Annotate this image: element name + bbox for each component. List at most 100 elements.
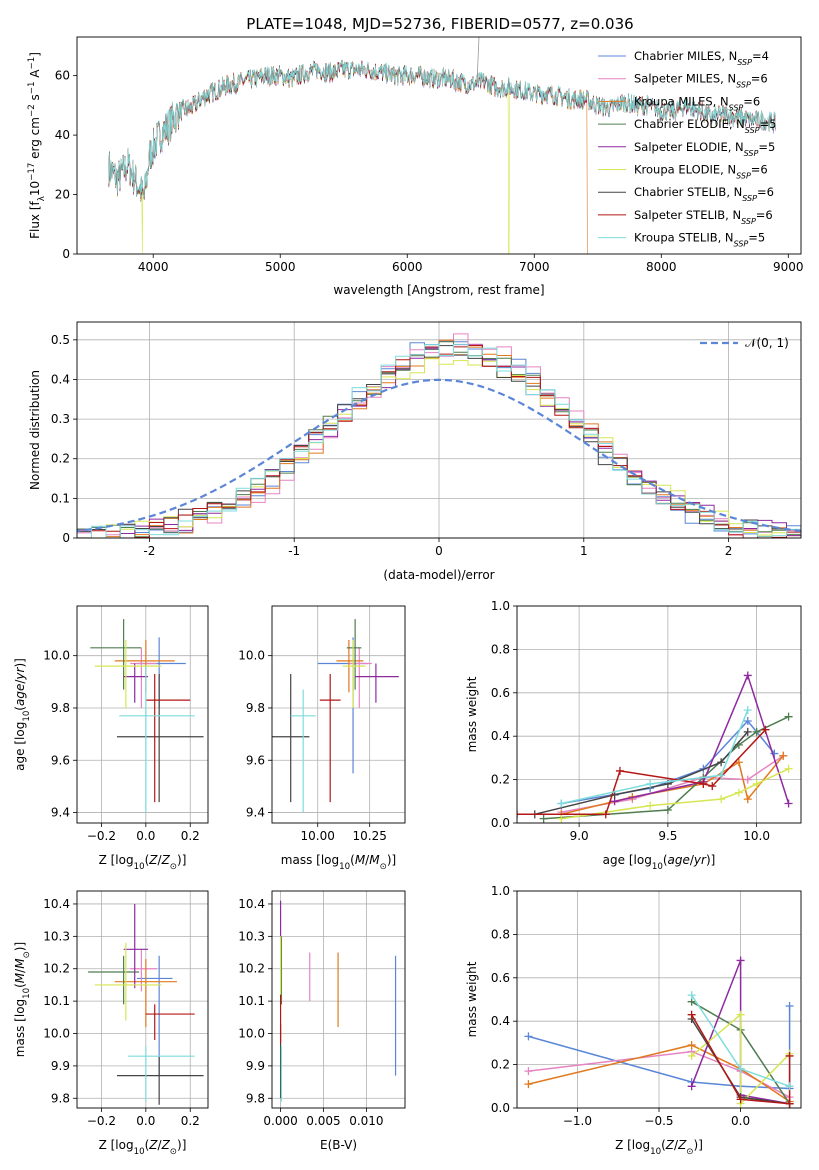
- weight-marker: [743, 795, 752, 804]
- y-tick-label: 10.0: [43, 1027, 70, 1041]
- y-tick-label: 60: [55, 69, 70, 83]
- y-tick-label: 0.6: [491, 686, 510, 700]
- y-tick-label: 10.4: [43, 897, 70, 911]
- age-vs-metallicity-panel: −0.2 0.0 0.2 9.4 9.6 9.8 10.0 Z [log10(Z/Z⊙)] ag…: [13, 605, 209, 872]
- weight-vs-age-panel: 9.0 9.5 10.0 0.0 0.2 0.4 0.6 0.8 1.0 age [log10(a…: [465, 599, 802, 872]
- weight-marker: [687, 991, 696, 1000]
- plot-area: [517, 671, 793, 823]
- y-tick-label: 0.1: [51, 491, 70, 505]
- axes-frame: [271, 605, 406, 824]
- weight-marker: [687, 1051, 696, 1060]
- weight-marker: [717, 795, 726, 804]
- spectrum-line: [108, 61, 776, 254]
- y-tick-label: 0.3: [51, 412, 70, 426]
- weight-marker: [717, 758, 726, 767]
- legend-label: Salpeter STELIB, NSSP=6: [634, 208, 773, 226]
- y-tick-label: 10.1: [238, 994, 265, 1008]
- weight-marker: [646, 779, 655, 788]
- x-tick-label: -2: [143, 544, 155, 558]
- y-tick-label: 0.2: [491, 773, 510, 787]
- weight-marker: [743, 671, 752, 680]
- weight-marker: [687, 1010, 696, 1019]
- y-tick-label: 10.3: [43, 929, 70, 943]
- weight-marker: [615, 766, 624, 775]
- x-tick-label: 9.0: [570, 829, 589, 843]
- legend-label: 𝒩(0, 1): [745, 336, 789, 350]
- y-tick-label: 0.5: [51, 333, 70, 347]
- weight-marker: [761, 725, 770, 734]
- residuals-panel: -2 -1 0 1 2 0 0.1 0.2 0.3 0.4 0.5 𝒩(0, 1) (data-mode…: [28, 321, 802, 582]
- weight-marker: [539, 814, 548, 823]
- weight-marker: [785, 1051, 794, 1060]
- weight-marker: [743, 775, 752, 784]
- y-tick-label: 9.9: [51, 1059, 70, 1073]
- y-axis-label: Normed distribution: [28, 370, 42, 490]
- weight-line: [690, 1014, 791, 1105]
- weight-marker: [743, 706, 752, 715]
- x-tick-label: 0.010: [349, 1114, 383, 1128]
- weight-line: [561, 768, 789, 820]
- x-tick-label: 0.005: [306, 1114, 340, 1128]
- axes-frame: [76, 890, 209, 1109]
- x-tick-label: −0.2: [87, 1114, 116, 1128]
- x-tick-label: −0.5: [644, 1114, 673, 1128]
- x-tick-label: 0.2: [181, 1114, 200, 1128]
- x-axis-label: wavelength [Angstrom, rest frame]: [333, 283, 544, 297]
- x-tick-label: 0.2: [181, 829, 200, 843]
- x-tick-label: 10.00: [301, 829, 335, 843]
- y-axis-label: mass [log10(M/M⊙)]: [13, 942, 32, 1057]
- weight-marker: [785, 1099, 794, 1108]
- mass-vs-metallicity-panel: −0.2 0.0 0.2 9.8 9.9 10.0 10.1 10.2 10.3 10.4 Z [l…: [13, 890, 209, 1157]
- weight-marker: [663, 805, 672, 814]
- x-tick-label: 1: [580, 544, 588, 558]
- x-axis-label: Z [log10(Z/Z⊙)]: [615, 1138, 703, 1157]
- legend-label: Chabrier ELODIE, NSSP=5: [634, 117, 776, 135]
- histogram-line: [77, 358, 801, 538]
- figure-title: PLATE=1048, MJD=52736, FIBERID=0577, z=0…: [246, 15, 633, 33]
- weight-marker: [524, 1080, 533, 1089]
- x-axis-label: (data-model)/error: [383, 568, 494, 582]
- y-tick-label: 9.4: [246, 806, 265, 820]
- x-tick-label: 10.25: [352, 829, 386, 843]
- weight-marker: [743, 717, 752, 726]
- y-tick-label: 10.0: [238, 1027, 265, 1041]
- x-tick-label: 9000: [773, 260, 804, 274]
- y-tick-label: 10.2: [43, 962, 70, 976]
- x-tick-label: 9.5: [658, 829, 677, 843]
- y-tick-label: 9.8: [51, 1091, 70, 1105]
- y-tick-label: 0.4: [491, 729, 510, 743]
- legend-label: Salpeter MILES, NSSP=6: [634, 72, 768, 90]
- y-tick-label: 10.0: [43, 649, 70, 663]
- x-tick-label: 10.0: [743, 829, 770, 843]
- spectrum-line: [108, 60, 776, 198]
- weight-line: [561, 709, 749, 805]
- y-tick-label: 9.8: [246, 701, 265, 715]
- weight-marker: [779, 751, 788, 760]
- axes-frame: [76, 321, 802, 539]
- weight-marker: [601, 810, 610, 819]
- weight-marker: [734, 788, 743, 797]
- weight-marker: [752, 779, 761, 788]
- weight-vs-metallicity-panel: −1.0 −0.5 0.0 0.0 0.2 0.4 0.6 0.8 1.0 Z [log10(Z/…: [465, 884, 802, 1157]
- legend-label: Chabrier STELIB, NSSP=6: [634, 185, 774, 203]
- weight-marker: [717, 771, 726, 780]
- weight-marker: [699, 779, 708, 788]
- y-axis-label: mass weight: [465, 961, 479, 1037]
- plot-area: [90, 619, 204, 813]
- normal-curve: [77, 378, 801, 533]
- weight-marker: [736, 1064, 745, 1073]
- y-tick-label: 40: [55, 128, 70, 142]
- axes-frame: [271, 890, 406, 1109]
- y-tick-label: 1.0: [491, 599, 510, 613]
- weight-marker: [736, 1010, 745, 1019]
- x-tick-label: 5000: [265, 260, 296, 274]
- y-axis-label: age [log10(age/yr)]: [13, 658, 32, 771]
- axes-frame: [76, 605, 209, 824]
- y-tick-label: 10.4: [238, 897, 265, 911]
- legend-label: Salpeter ELODIE, NSSP=5: [634, 140, 775, 158]
- y-tick-label: 10.0: [238, 649, 265, 663]
- x-tick-label: 2: [725, 544, 733, 558]
- legend-label: Kroupa MILES, NSSP=6: [634, 94, 760, 112]
- weight-marker: [557, 814, 566, 823]
